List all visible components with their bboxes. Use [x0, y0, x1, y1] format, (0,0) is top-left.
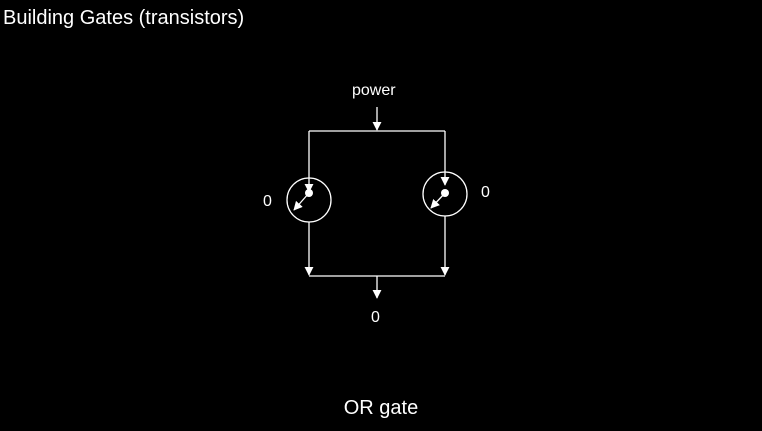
slide-title: Building Gates (transistors) [3, 7, 245, 29]
slide-caption: OR gate [343, 397, 419, 419]
left-input-value: 0 [263, 193, 272, 210]
right-input-value: 0 [481, 184, 490, 201]
right-switch-pivot [441, 189, 449, 197]
output-value: 0 [371, 309, 380, 326]
power-label: power [352, 82, 396, 99]
left-switch-pivot [305, 189, 313, 197]
